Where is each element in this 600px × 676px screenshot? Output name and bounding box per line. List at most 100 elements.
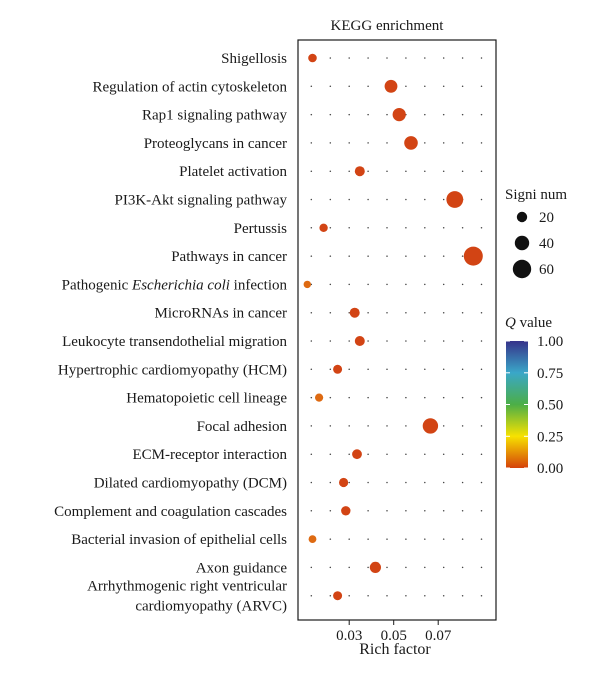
grid-dot [367, 85, 369, 88]
grid-dot [367, 594, 369, 597]
grid-dot [461, 396, 464, 399]
grid-dot [405, 170, 407, 172]
grid-dot [480, 311, 483, 314]
grid-dot [329, 198, 332, 201]
grid-dot [405, 198, 407, 201]
grid-dot [386, 340, 388, 342]
grid-dot [424, 453, 426, 455]
grid-dot [461, 453, 464, 455]
category-label-part: ECM-receptor interaction [132, 447, 287, 463]
size-legend-label: 40 [539, 236, 554, 252]
grid-dot [310, 311, 313, 314]
category-label-part: Proteoglycans in cancer [144, 136, 287, 152]
grid-dot [405, 255, 407, 257]
category-label: Pertussis [234, 221, 288, 237]
category-label: Dilated cardiomyopathy (DCM) [94, 476, 287, 492]
data-points [303, 53, 483, 601]
grid-dot [348, 481, 350, 484]
category-label-part: Dilated cardiomyopathy (DCM) [94, 476, 287, 492]
grid-dot [386, 170, 388, 172]
category-label: MicroRNAs in cancer [155, 306, 287, 322]
grid-dot [367, 396, 369, 399]
grid-dot [424, 481, 426, 484]
grid-dot [442, 227, 445, 229]
category-label-part: Platelet activation [179, 164, 287, 180]
grid-dot [424, 113, 426, 116]
grid-dot [310, 368, 313, 371]
category-label: Focal adhesion [197, 419, 288, 435]
grid-dot [442, 170, 445, 172]
grid-dot [367, 340, 369, 342]
data-point [339, 477, 349, 488]
grid-dot [461, 425, 464, 427]
grid-dot [442, 340, 445, 342]
grid-dot [480, 340, 483, 342]
grid-dot [367, 566, 369, 569]
grid-dot [480, 425, 483, 427]
grid-dot [405, 340, 407, 342]
grid-dot [348, 396, 350, 399]
category-label-part: Hypertrophic cardiomyopathy (HCM) [58, 362, 287, 378]
category-label: Regulation of actin cytoskeleton [92, 79, 287, 95]
grid-dot [348, 311, 350, 314]
grid-dot [424, 396, 426, 399]
grid-dot [480, 283, 483, 286]
category-label: Rap1 signaling pathway [142, 108, 287, 124]
grid-dot [367, 227, 369, 229]
grid-dot [386, 283, 388, 286]
color-legend: Q value 0.00 0.25 0.50 0.75 1.00 [505, 315, 563, 477]
grid-dot [461, 594, 464, 597]
category-label: Pathogenic Escherichia coli infection [62, 277, 288, 293]
size-legend-dot [516, 211, 528, 223]
grid-dot [329, 368, 332, 371]
grid-dot [348, 85, 350, 88]
color-legend-title-rest: value [516, 315, 553, 331]
grid-dot [480, 142, 483, 144]
grid-dot [405, 538, 407, 540]
grid-dot [461, 481, 464, 484]
grid-dot [310, 198, 313, 201]
grid-dot [348, 113, 350, 116]
grid-dot [424, 340, 426, 342]
grid-dot [367, 198, 369, 201]
grid-dot [424, 311, 426, 314]
grid-dot [386, 566, 388, 569]
grid-dot [367, 142, 369, 144]
category-label-part: Pertussis [234, 221, 288, 237]
data-point [422, 418, 439, 434]
category-label: PI3K-Akt signaling pathway [115, 193, 288, 209]
data-point [315, 393, 324, 402]
grid-dot [480, 198, 483, 201]
grid-dot [386, 594, 388, 597]
category-label: Platelet activation [179, 164, 287, 180]
grid-dot [480, 57, 483, 59]
category-label: cardiomyopathy (ARVC) [135, 599, 287, 615]
grid-dot [424, 368, 426, 371]
grid-dot [442, 283, 445, 286]
category-label-part: PI3K-Akt signaling pathway [115, 193, 288, 209]
grid-dot [329, 311, 332, 314]
size-legend-label: 20 [539, 210, 554, 226]
grid-dot [367, 170, 369, 172]
grid-dot [329, 396, 332, 399]
grid-dot [442, 113, 445, 116]
grid-dot [329, 283, 332, 286]
x-axis-title: Rich factor [359, 641, 431, 658]
grid-dot [442, 594, 445, 597]
grid-dot [461, 113, 464, 116]
grid-dot [348, 283, 350, 286]
grid-dot [310, 85, 313, 88]
grid-dot [329, 227, 332, 229]
grid-dot [424, 510, 426, 512]
grid-dot [405, 283, 407, 286]
color-legend-title-q: Q [505, 315, 516, 331]
size-legend: Signi num 20 40 60 [505, 187, 567, 279]
grid-dot [386, 57, 388, 59]
data-point [333, 364, 343, 374]
grid-dot [405, 425, 407, 427]
category-label: Complement and coagulation cascades [54, 504, 287, 520]
grid-dot [348, 227, 350, 229]
grid-dot [405, 311, 407, 314]
data-point [354, 166, 365, 177]
